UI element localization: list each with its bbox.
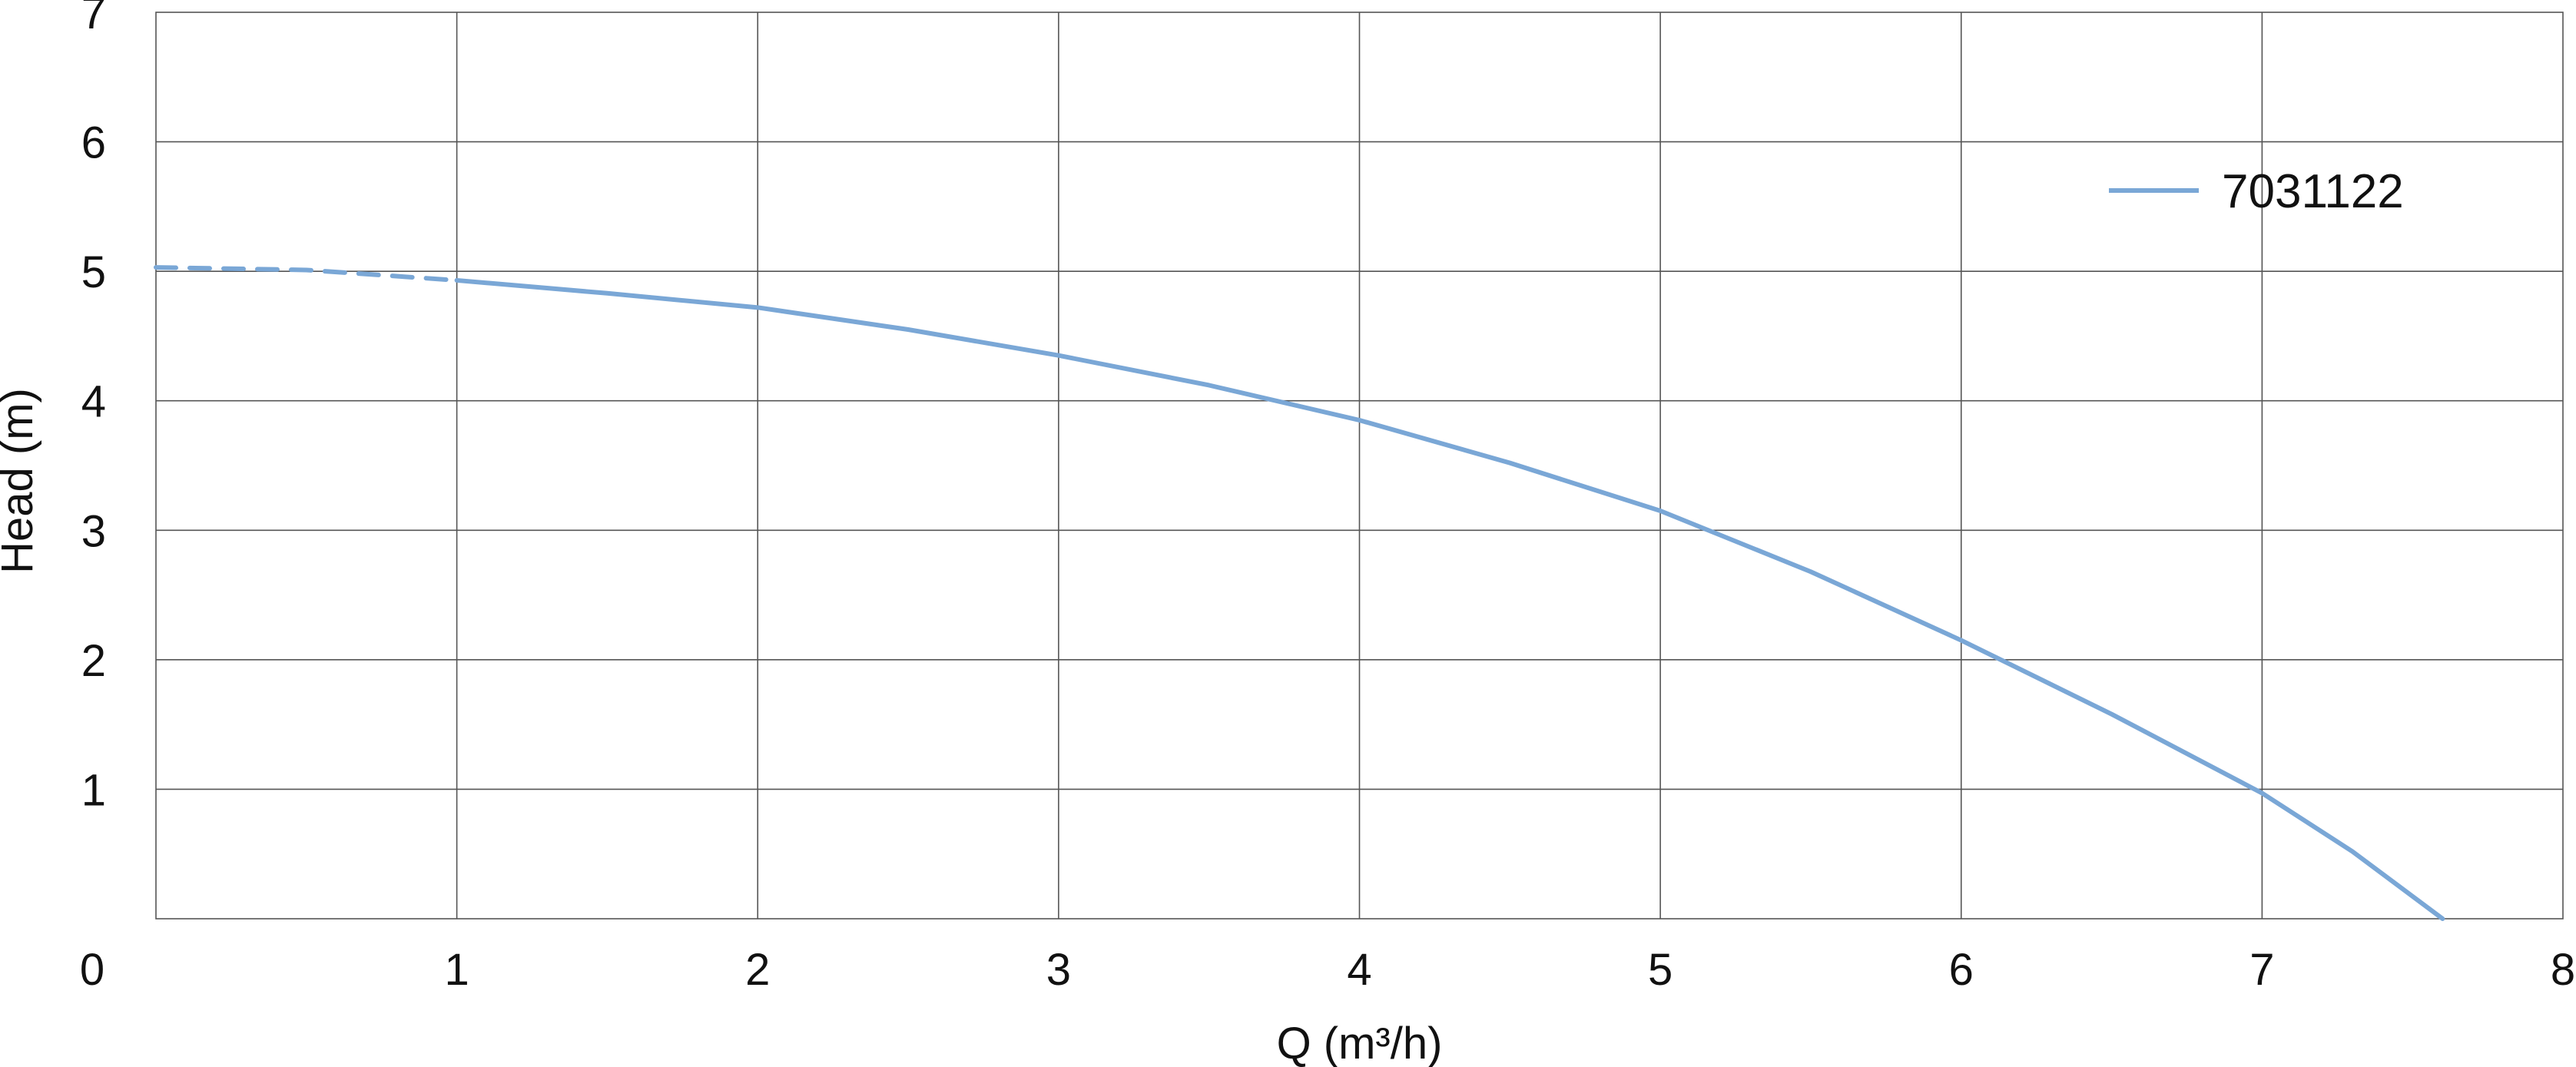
x-tick-label-2: 2 — [745, 945, 770, 995]
grid — [156, 12, 2563, 919]
x-tick-label-8: 8 — [2551, 945, 2575, 995]
y-axis-label: Head (m) — [0, 388, 42, 574]
x-tick-label-3: 3 — [1046, 945, 1071, 995]
series-layer — [154, 265, 2445, 921]
y-tick-label-3: 3 — [81, 506, 106, 556]
y-tick-label-7: 7 — [81, 0, 106, 38]
x-tick-label-4: 4 — [1347, 945, 1371, 995]
x-tick-label-7: 7 — [2249, 945, 2274, 995]
x-tick-label-5: 5 — [1648, 945, 1673, 995]
y-tick-label-2: 2 — [81, 636, 106, 686]
y-tick-label-4: 4 — [81, 377, 106, 427]
y-tick-label-6: 6 — [81, 118, 106, 168]
series-line-7031122 — [454, 277, 2445, 921]
plot-frame — [155, 12, 2564, 920]
x-axis-label: Q (m³/h) — [1277, 1019, 1443, 1067]
legend: 7031122 — [2109, 165, 2404, 218]
y-tick-label-5: 5 — [81, 247, 106, 297]
x-tick-label-1: 1 — [444, 945, 469, 995]
legend-label-7031122: 7031122 — [2222, 165, 2404, 218]
series-extrapolated-7031122 — [154, 265, 459, 283]
tick-labels: 1 2 3 4 5 6 7 8 1 2 3 4 5 6 7 0 — [80, 0, 2575, 995]
x-tick-label-6: 6 — [1949, 945, 1974, 995]
y-tick-label-1: 1 — [81, 765, 106, 815]
origin-tick-label: 0 — [80, 945, 104, 995]
